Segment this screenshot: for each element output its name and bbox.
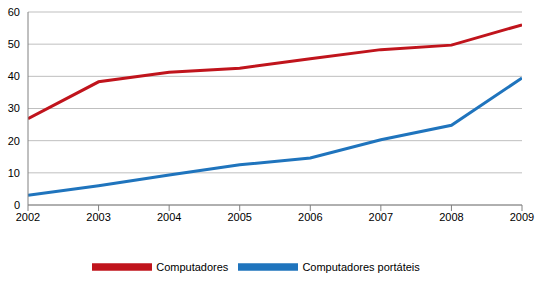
html-text:Computadores: Computadores [156, 261, 229, 274]
svg-text:2009: 2009 [510, 211, 534, 223]
svg-text:40: 40 [8, 70, 20, 82]
svg-text:2008: 2008 [439, 211, 463, 223]
svg-text:30: 30 [8, 102, 20, 114]
svg-text:2005: 2005 [227, 211, 251, 223]
svg-text:2004: 2004 [157, 211, 181, 223]
html-text:Computadores portáteis: Computadores portáteis [302, 261, 420, 274]
svg-text:2003: 2003 [86, 211, 110, 223]
svg-text:10: 10 [8, 167, 20, 179]
svg-text:0: 0 [14, 199, 20, 211]
svg-text:60: 60 [8, 6, 20, 18]
svg-text:50: 50 [8, 38, 20, 50]
svg-text:2002: 2002 [16, 211, 40, 223]
svg-text:2007: 2007 [369, 211, 393, 223]
svg-text:20: 20 [8, 135, 20, 147]
svg-text:2006: 2006 [298, 211, 322, 223]
